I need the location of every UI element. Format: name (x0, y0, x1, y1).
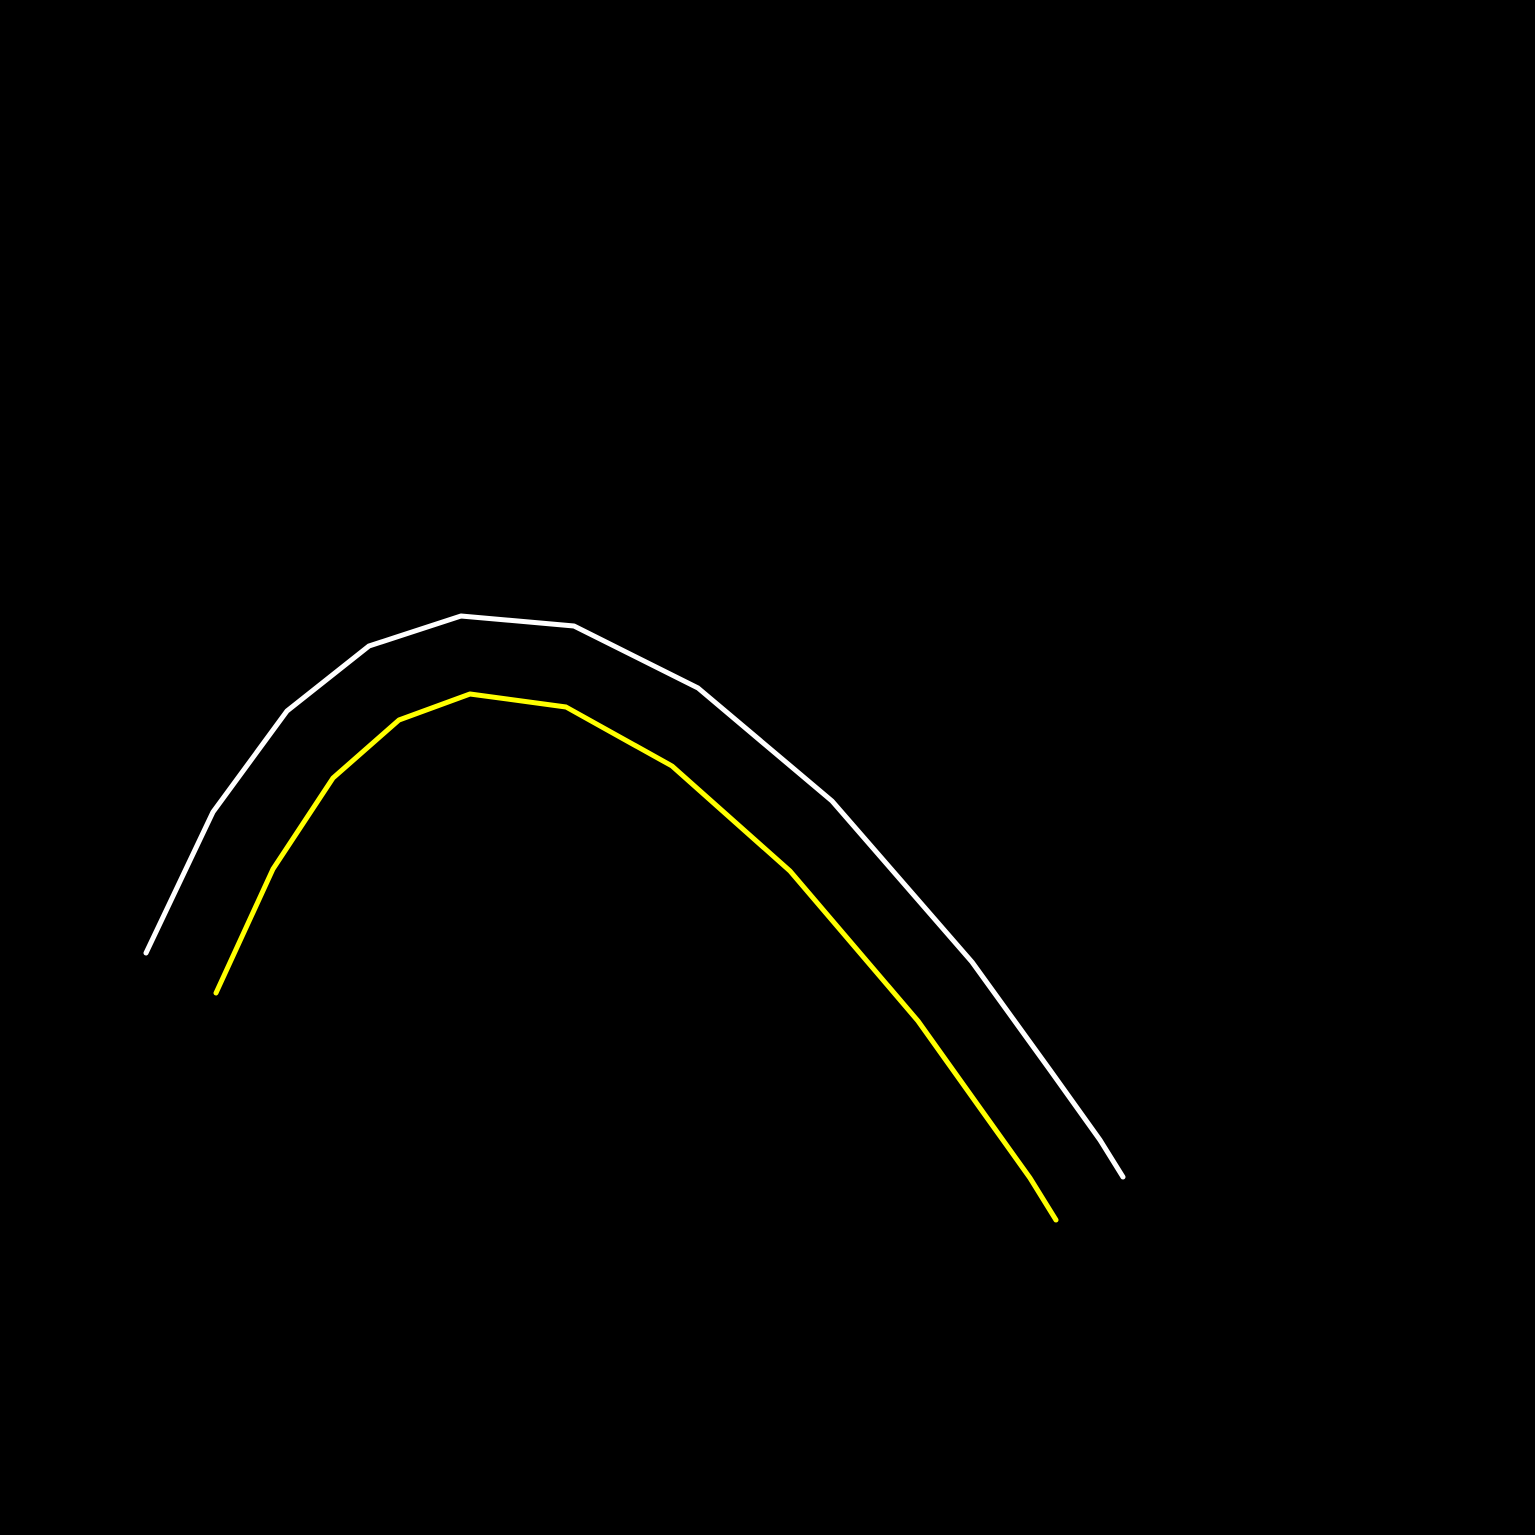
white-curve-line (143, 613, 1126, 1180)
yellow-curve-line (213, 691, 1059, 1223)
